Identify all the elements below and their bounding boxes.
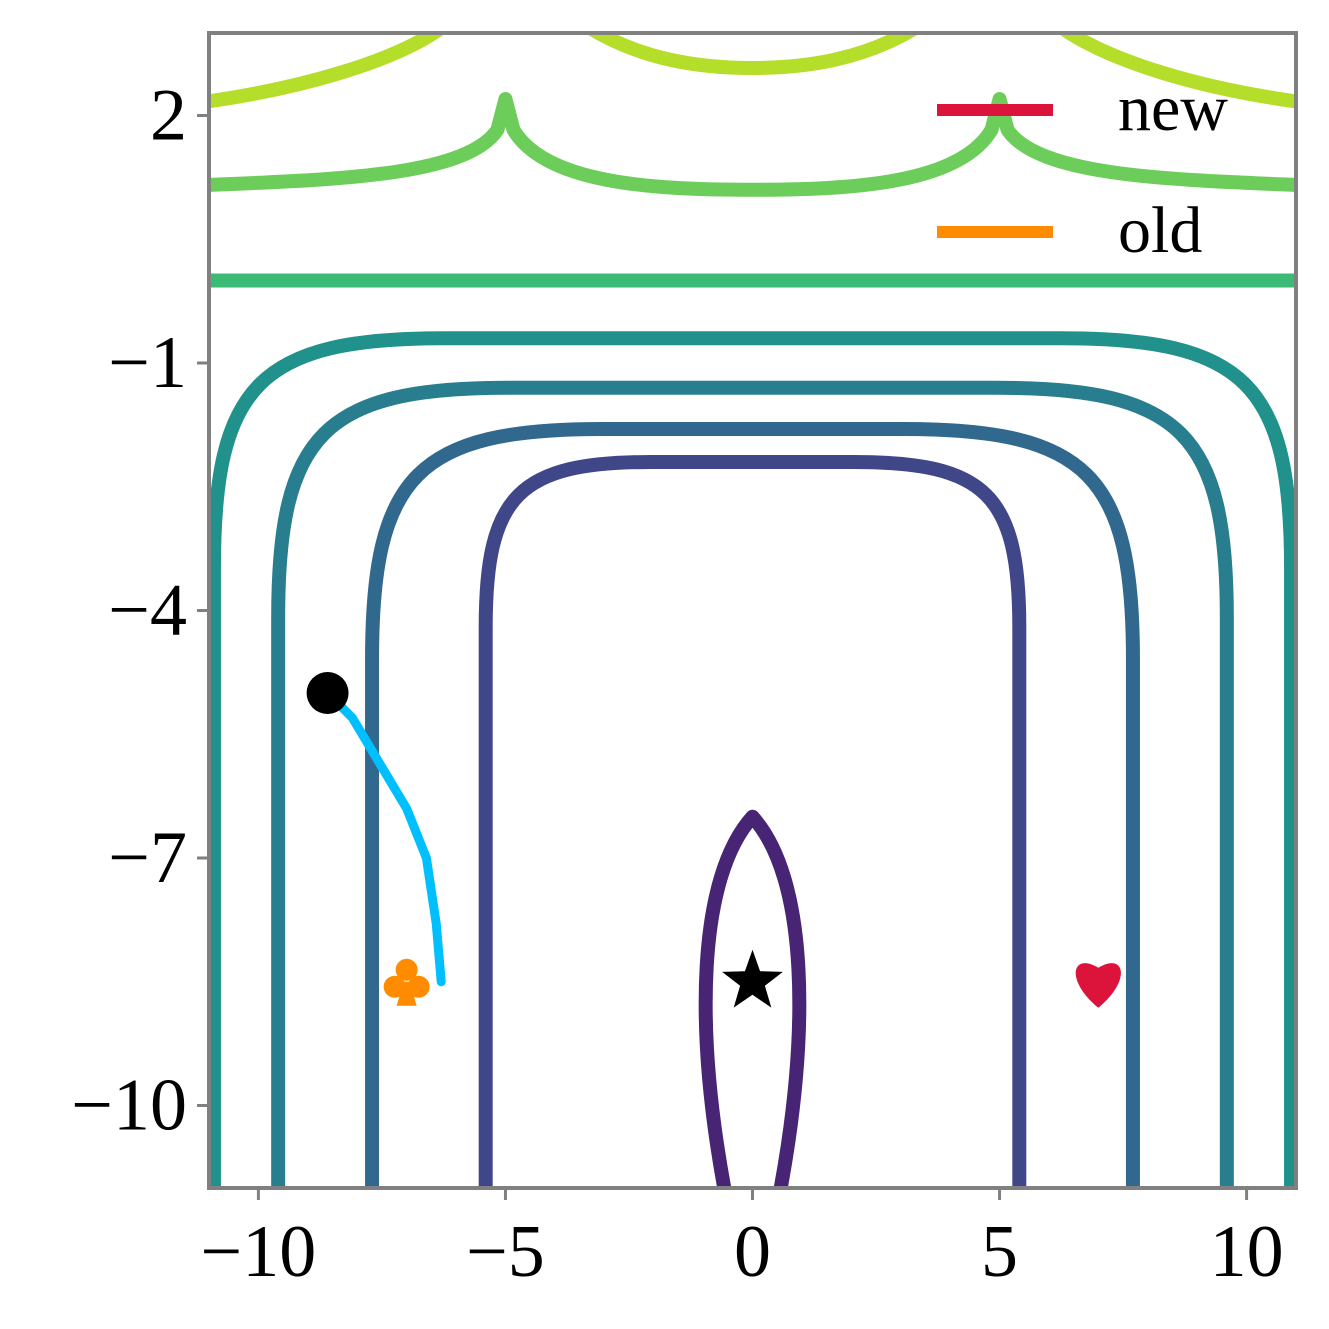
axes: −10 −5 0 5 10 2 −1 −4 −7 −10 [71, 75, 1283, 1294]
legend-label-new: new [1118, 72, 1228, 145]
contour-level-2 [478, 455, 1027, 1188]
contour-level-1 [698, 809, 807, 1188]
y-tick-label: −7 [108, 817, 187, 899]
x-tick-label: −10 [201, 1211, 317, 1293]
y-tick-label: 2 [150, 75, 187, 157]
y-tick-label: −4 [108, 570, 187, 652]
marker-new [1075, 963, 1121, 1008]
contour-level-4 [271, 380, 1234, 1188]
x-tick-label: 5 [981, 1211, 1018, 1293]
contour-level-5 [209, 331, 1296, 1188]
contour-lines [209, 33, 1296, 1188]
markers-layer [306, 672, 1121, 1008]
legend-label-old: old [1118, 194, 1202, 267]
y-tick-label: −10 [71, 1065, 187, 1147]
contour-level-3 [365, 422, 1140, 1188]
contour-level-8-right [1057, 33, 1296, 109]
marker-start [306, 672, 349, 714]
x-tick-label: 0 [734, 1211, 771, 1293]
contour-level-8-center [584, 33, 921, 75]
contour-level-8-left [209, 33, 446, 109]
y-tick-label: −1 [108, 322, 187, 404]
x-tick-label: −5 [466, 1211, 545, 1293]
trajectory-line [323, 688, 446, 987]
marker-old [383, 958, 430, 1006]
contour-level-7 [209, 92, 1296, 197]
marker-optimum [722, 949, 783, 1008]
legend: new old [937, 72, 1228, 267]
x-tick-label: 10 [1210, 1211, 1284, 1293]
